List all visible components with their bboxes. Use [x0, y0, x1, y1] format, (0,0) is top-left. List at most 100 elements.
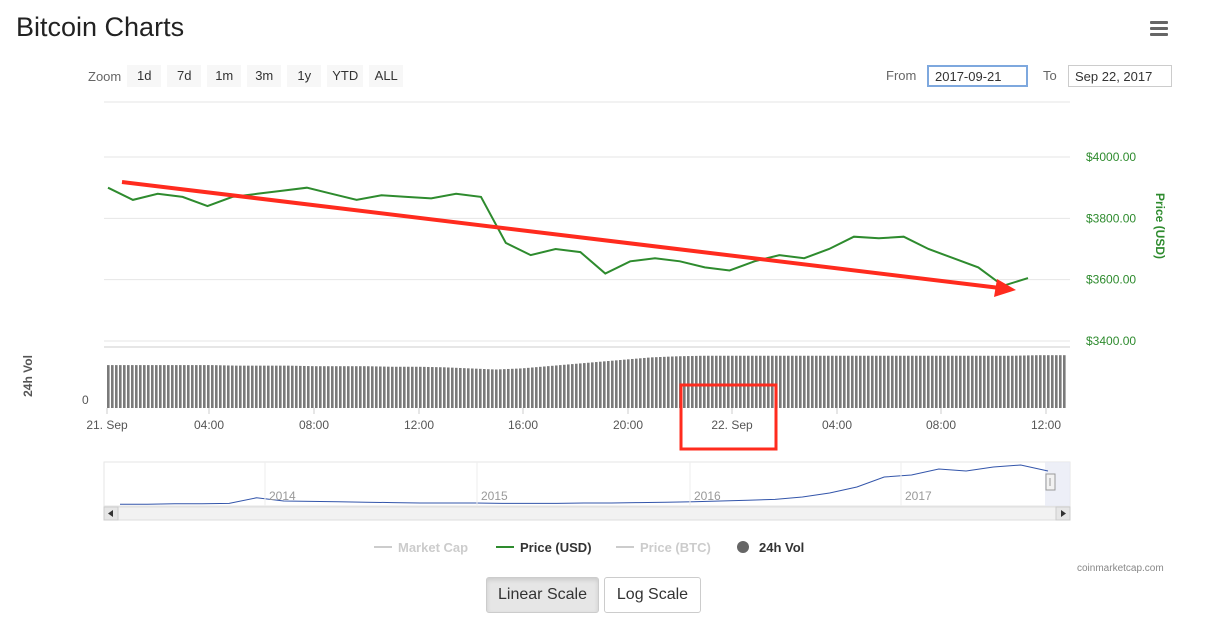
zoom-3m-button[interactable]: 3m	[247, 65, 282, 87]
chart-legend: Market Cap Price (USD) Price (BTC) 24h V…	[374, 540, 804, 555]
volume-bar	[395, 366, 398, 408]
volume-bar	[891, 355, 894, 408]
volume-bar	[731, 355, 734, 408]
volume-bar	[923, 355, 926, 408]
log-scale-button[interactable]: Log Scale	[604, 577, 701, 613]
trend-arrow-annotation	[121, 180, 1016, 297]
volume-bar	[755, 355, 758, 408]
volume-bar	[911, 355, 914, 408]
volume-bar	[1035, 355, 1038, 408]
linear-scale-button[interactable]: Linear Scale	[486, 577, 599, 613]
volume-bar	[1015, 355, 1018, 408]
price-tick-label: $3800.00	[1086, 211, 1136, 225]
volume-bar	[379, 366, 382, 408]
volume-bar	[595, 362, 598, 408]
volume-bar	[223, 365, 226, 408]
volume-bar	[523, 368, 526, 408]
volume-bar	[299, 365, 302, 408]
volume-bar	[435, 367, 438, 408]
volume-bar	[963, 355, 966, 408]
x-tick-label: 08:00	[926, 418, 956, 432]
zoom-1d-button[interactable]: 1d	[127, 65, 162, 87]
volume-bar	[627, 359, 630, 408]
volume-bar	[407, 366, 410, 408]
volume-bar	[119, 365, 122, 408]
volume-bar	[655, 357, 658, 408]
zoom-1y-button[interactable]: 1y	[287, 65, 322, 87]
legend-item-price-btc[interactable]: Price (BTC)	[616, 540, 711, 555]
legend-item-market-cap[interactable]: Market Cap	[374, 540, 468, 555]
volume-bar	[107, 365, 110, 408]
volume-bar	[127, 365, 130, 408]
volume-bar	[987, 355, 990, 408]
volume-bar	[519, 368, 522, 408]
to-label: To	[1043, 68, 1057, 83]
volume-bar	[711, 355, 714, 408]
volume-bar	[587, 362, 590, 408]
x-tick-label: 21. Sep	[86, 418, 128, 432]
legend-label-price-usd: Price (USD)	[520, 540, 592, 555]
volume-bar	[903, 355, 906, 408]
volume-bar	[723, 355, 726, 408]
volume-axis-title: 24h Vol	[21, 355, 35, 397]
zoom-ytd-button[interactable]: YTD	[327, 65, 364, 87]
volume-bar	[291, 365, 294, 408]
volume-bar	[967, 355, 970, 408]
x-tick-label: 12:00	[404, 418, 434, 432]
volume-bar	[795, 355, 798, 408]
volume-bar	[135, 365, 138, 408]
volume-bar	[259, 365, 262, 408]
volume-bar	[247, 365, 250, 408]
legend-dot-icon	[737, 541, 749, 553]
hamburger-menu-icon[interactable]	[1150, 21, 1168, 37]
legend-label-market-cap: Market Cap	[398, 540, 468, 555]
from-date-input[interactable]	[927, 65, 1028, 87]
volume-bar	[1055, 355, 1058, 408]
volume-bar	[999, 355, 1002, 408]
volume-bar	[915, 355, 918, 408]
volume-bar	[583, 363, 586, 408]
volume-bar	[359, 366, 362, 408]
volume-bar	[939, 355, 942, 408]
navigator-tick-label: 2016	[694, 489, 721, 503]
volume-bar	[495, 369, 498, 408]
to-date-input[interactable]	[1068, 65, 1172, 87]
volume-bar	[859, 355, 862, 408]
legend-item-24h-vol[interactable]: 24h Vol	[737, 540, 804, 555]
volume-bar	[179, 365, 182, 408]
volume-bar	[239, 365, 242, 408]
volume-bar	[811, 355, 814, 408]
volume-bar	[659, 356, 662, 408]
volume-bar	[203, 365, 206, 408]
volume-bar	[619, 360, 622, 408]
legend-label-price-btc: Price (BTC)	[640, 540, 711, 555]
volume-bar	[171, 365, 174, 408]
zoom-7d-button[interactable]: 7d	[167, 65, 202, 87]
volume-bar	[419, 366, 422, 408]
volume-bar	[507, 368, 510, 408]
scrollbar[interactable]	[103, 506, 1071, 521]
volume-bar	[827, 355, 830, 408]
volume-bar	[115, 365, 118, 408]
zoom-all-button[interactable]: ALL	[369, 65, 404, 87]
volume-bar	[487, 369, 490, 408]
volume-bar	[783, 355, 786, 408]
price-axis-title: Price (USD)	[1153, 193, 1167, 259]
x-tick-label: 16:00	[508, 418, 538, 432]
volume-bar	[539, 366, 542, 408]
navigator-series-line	[120, 464, 1049, 505]
zoom-1m-button[interactable]: 1m	[207, 65, 242, 87]
price-axis-ticks: $4000.00 $3800.00 $3600.00 $3400.00	[1086, 150, 1136, 348]
volume-bar	[423, 366, 426, 408]
credit-link[interactable]: coinmarketcap.com	[1077, 563, 1164, 574]
volume-bar	[287, 365, 290, 408]
volume-bar	[155, 365, 158, 408]
legend-item-price-usd[interactable]: Price (USD)	[496, 540, 592, 555]
navigator[interactable]: 2014 2015 2016 2017	[103, 461, 1071, 507]
volume-bar	[959, 355, 962, 408]
volume-bar	[511, 368, 514, 408]
volume-bar	[215, 365, 218, 408]
volume-bar	[703, 355, 706, 408]
x-tick-label: 12:00	[1031, 418, 1061, 432]
